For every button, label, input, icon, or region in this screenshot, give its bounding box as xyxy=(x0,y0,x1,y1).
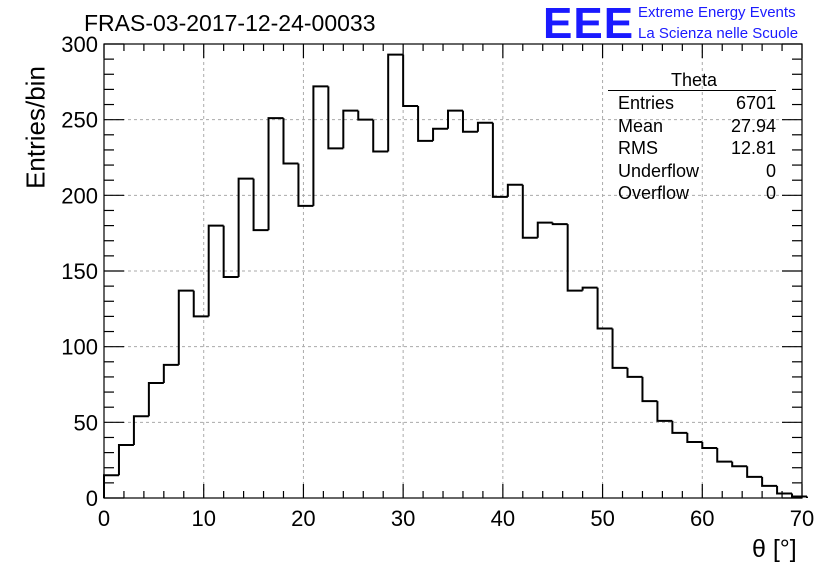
histogram-bin xyxy=(551,222,568,226)
stats-row-entries: Entries 6701 xyxy=(612,92,776,115)
y-tick-label: 150 xyxy=(61,259,98,284)
histogram-bin xyxy=(716,448,733,463)
tick-labels: 0 10 20 30 40 50 60 70 0 50 100 150 200 250 300 xyxy=(61,32,814,531)
logo-text-line1: Extreme Energy Events xyxy=(638,4,796,21)
histogram-bin xyxy=(596,287,613,330)
histogram-bin xyxy=(207,224,224,317)
x-tick-label: 0 xyxy=(98,506,110,531)
histogram-bin xyxy=(237,177,254,278)
histogram-bin xyxy=(491,122,508,198)
histogram-bin xyxy=(566,224,583,292)
chart-title: FRAS-03-2017-12-24-00033 xyxy=(84,10,376,36)
histogram-bin xyxy=(327,86,344,150)
histogram-bin xyxy=(312,85,329,206)
histogram-bin xyxy=(701,442,718,450)
histogram-bin xyxy=(761,476,778,487)
histogram-bin xyxy=(417,106,434,142)
stats-value: 12.81 xyxy=(730,138,776,158)
histogram-bin xyxy=(536,221,553,238)
y-tick-label: 200 xyxy=(61,183,98,208)
histogram-bin xyxy=(297,163,314,207)
histogram-bin xyxy=(476,121,493,132)
histogram-bin xyxy=(162,363,179,383)
stats-value: 0 xyxy=(765,183,776,203)
y-tick-label: 50 xyxy=(74,410,98,435)
histogram-bin xyxy=(641,376,658,403)
x-tick-label: 60 xyxy=(690,506,714,531)
x-tick-label: 30 xyxy=(391,506,415,531)
y-tick-label: 0 xyxy=(86,486,98,511)
x-tick-label: 70 xyxy=(790,506,814,531)
x-tick-label: 50 xyxy=(590,506,614,531)
eee-logo: EEE xyxy=(543,0,635,48)
y-tick-label: 100 xyxy=(61,335,98,360)
histogram-bin xyxy=(117,444,134,476)
histogram-bin xyxy=(402,54,419,108)
histogram-bin xyxy=(611,328,628,369)
histogram-bin xyxy=(581,286,598,291)
histogram-bin xyxy=(447,109,463,129)
histogram-bin xyxy=(791,493,807,498)
histogram-bin xyxy=(432,127,449,141)
stats-value: 0 xyxy=(765,160,776,181)
y-tick-label: 300 xyxy=(61,32,98,57)
histogram-bin xyxy=(656,401,673,422)
x-tick-label: 40 xyxy=(491,506,515,531)
x-axis-label: θ [°] xyxy=(752,535,797,563)
histogram-bin xyxy=(746,466,763,478)
stats-divider xyxy=(608,90,776,91)
histogram-bin xyxy=(387,53,404,152)
y-axis-label: Entries/bin xyxy=(20,66,51,189)
histogram-bin xyxy=(267,117,284,231)
stats-row-mean: Mean 27.94 xyxy=(612,115,776,138)
stats-label: Overflow xyxy=(618,183,690,203)
stats-label: RMS xyxy=(618,138,658,158)
histogram-bin xyxy=(731,461,748,468)
stats-value: 6701 xyxy=(735,93,776,113)
histogram-bin xyxy=(342,109,359,149)
stats-label: Mean xyxy=(618,115,664,136)
histogram-bin xyxy=(147,381,164,417)
stats-label: Entries xyxy=(618,93,675,113)
histogram-bin xyxy=(372,119,389,153)
histogram-bin xyxy=(626,367,643,378)
histogram-bin xyxy=(671,420,688,434)
stats-label: Underflow xyxy=(618,160,700,181)
x-tick-label: 10 xyxy=(191,506,215,531)
logo-text-line2: La Scienza nelle Scuole xyxy=(638,25,799,42)
stats-row-underflow: Underflow 0 xyxy=(612,160,776,183)
histogram-bin xyxy=(506,183,523,197)
stats-box: Theta Entries 6701 Mean 27.94 RMS 12.81 … xyxy=(608,70,776,205)
stats-row-rms: RMS 12.81 xyxy=(612,137,776,160)
x-tick-label: 20 xyxy=(291,506,315,531)
stats-title: Theta xyxy=(670,70,718,90)
histogram-bin xyxy=(252,178,269,232)
histogram-bin xyxy=(132,415,149,446)
histogram-bin xyxy=(103,474,119,498)
histogram-bin xyxy=(282,118,299,165)
histogram-bin xyxy=(222,225,239,279)
histogram-bin xyxy=(192,290,209,318)
histogram-bin xyxy=(521,184,538,239)
y-tick-label: 250 xyxy=(61,108,98,133)
histogram-bin xyxy=(177,289,194,365)
histogram-bin xyxy=(686,432,703,444)
histogram-bin xyxy=(357,110,374,121)
histogram-bin xyxy=(461,110,478,133)
histogram-bin xyxy=(776,485,793,495)
axis-ticks xyxy=(103,43,803,499)
histogram-bars xyxy=(103,53,808,498)
stats-row-overflow: Overflow 0 xyxy=(612,182,776,205)
stats-value: 27.94 xyxy=(730,115,776,136)
